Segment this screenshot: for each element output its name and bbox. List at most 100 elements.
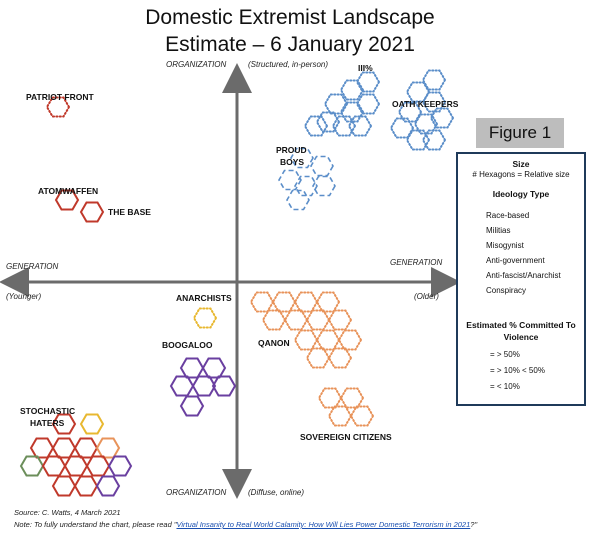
hex-stochastic-haters — [85, 455, 111, 477]
legend-ideology-race: Race-based — [486, 211, 530, 220]
hex-three-percent — [303, 115, 329, 137]
title-line-2: Estimate – 6 January 2021 — [165, 33, 415, 56]
hex-anarchists — [192, 307, 218, 329]
legend-ideology-antifascist: Anti-fascist/Anarchist — [486, 271, 561, 280]
axis-top-sub: (Structured, in-person) — [248, 60, 329, 69]
hex-qanon — [327, 309, 353, 331]
hex-stochastic-haters — [73, 475, 99, 497]
hex-proud-boys — [312, 175, 336, 197]
hex-proud-boys — [286, 189, 310, 211]
legend-box: Size # Hexagons = Relative size Ideology… — [456, 152, 586, 406]
hex-boogaloo — [179, 357, 205, 379]
legend-ideology-militias: Militias — [486, 226, 511, 235]
legend-ideology-conspiracy: Conspiracy — [486, 286, 527, 295]
legend-size-title: Size — [512, 159, 530, 169]
hex-oath-keepers — [421, 129, 447, 151]
hex-stochastic-haters — [51, 413, 77, 435]
hex-qanon — [315, 329, 341, 351]
hex-qanon — [327, 347, 353, 369]
hex-boogaloo — [179, 395, 205, 417]
hex-stochastic-haters — [41, 455, 67, 477]
group-label-boogaloo: BOOGALOO — [162, 340, 213, 350]
hex-sovereign-citizens — [327, 405, 353, 427]
hex-stochastic-haters — [95, 475, 121, 497]
footer-source: Source: C. Watts, 4 March 2021 — [14, 508, 121, 517]
hex-stochastic-haters — [73, 437, 99, 459]
legend-violence-title-2: Violence — [503, 332, 539, 342]
group-label-patriot-front: PATRIOT FRONT — [26, 92, 94, 102]
hex-oath-keepers — [421, 91, 447, 113]
group-label-the-base: THE BASE — [108, 207, 151, 217]
group-label-three-percent: III% — [358, 63, 373, 73]
hex-sovereign-citizens — [349, 405, 375, 427]
hex-three-percent — [355, 93, 381, 115]
hex-qanon — [315, 291, 341, 313]
hex-qanon — [305, 347, 331, 369]
hex-qanon — [305, 309, 331, 331]
hex-stochastic-haters — [95, 437, 121, 459]
hex-stochastic-haters — [79, 413, 105, 435]
footer-note-link[interactable]: Virtual Insanity to Real World Calamity:… — [176, 520, 471, 529]
chart-title: Domestic Extremist Landscape Estimate – … — [0, 4, 580, 58]
axis-left-sub: (Younger) — [6, 292, 42, 301]
hex-qanon — [249, 291, 275, 313]
hex-patriot-front — [45, 96, 71, 118]
legend-ideology-antigov: Anti-government — [486, 256, 545, 265]
group-label-qanon: QANON — [258, 338, 290, 348]
hex-qanon — [293, 291, 319, 313]
hex-stochastic-haters — [63, 455, 89, 477]
hex-three-percent — [339, 101, 365, 123]
hex-proud-boys — [310, 155, 334, 177]
group-label-proud-boys-2: BOYS — [280, 157, 305, 167]
footer-note: Note: To fully understand the chart, ple… — [14, 520, 477, 529]
hex-stochastic-haters — [51, 475, 77, 497]
hex-boogaloo — [211, 375, 237, 397]
hex-boogaloo — [201, 357, 227, 379]
figure-badge: Figure 1 — [476, 118, 564, 148]
hex-stochastic-haters — [19, 455, 45, 477]
hex-oath-keepers — [413, 113, 439, 135]
title-line-1: Domestic Extremist Landscape — [145, 6, 435, 29]
hex-three-percent — [315, 111, 341, 133]
hex-three-percent — [339, 79, 365, 101]
hex-three-percent — [355, 71, 381, 93]
hex-sovereign-citizens — [339, 387, 365, 409]
axis-left-label: GENERATION — [6, 262, 59, 271]
axis-right-label: GENERATION — [390, 258, 443, 267]
hex-proud-boys — [278, 169, 302, 191]
hex-qanon — [283, 309, 309, 331]
hex-stochastic-haters — [29, 437, 55, 459]
group-label-stochastic-1: STOCHASTIC — [20, 406, 76, 416]
hex-qanon — [261, 309, 287, 331]
legend-ideology-misogynist: Misogynist — [486, 241, 524, 250]
group-label-anarchists: ANARCHISTS — [176, 293, 232, 303]
hex-stochastic-haters — [107, 455, 133, 477]
group-label-oath-keepers: OATH KEEPERS — [392, 99, 459, 109]
hex-oath-keepers — [405, 129, 431, 151]
hex-sovereign-citizens — [317, 387, 343, 409]
legend-violence-mid: = > 10% < 50% — [490, 366, 545, 375]
legend-ideology-title: Ideology Type — [492, 189, 550, 199]
footer-note-prefix: Note: To fully understand the chart, ple… — [14, 520, 177, 529]
hex-atomwaffen — [54, 189, 80, 211]
axis-right-sub: (Older) — [414, 292, 439, 301]
group-label-proud-boys-1: PROUD — [276, 145, 307, 155]
hex-three-percent — [331, 115, 357, 137]
axis-top-label: ORGANIZATION — [166, 60, 227, 69]
hex-boogaloo — [191, 375, 217, 397]
hex-oath-keepers — [429, 107, 455, 129]
hex-qanon — [293, 329, 319, 351]
group-label-stochastic-2: HATERS — [30, 418, 65, 428]
hex-boogaloo — [169, 375, 195, 397]
legend-violence-title-1: Estimated % Committed To — [466, 320, 576, 330]
hex-qanon — [337, 329, 363, 351]
axis-bottom-sub: (Diffuse, online) — [248, 488, 305, 497]
hex-qanon — [271, 291, 297, 313]
hex-oath-keepers — [421, 69, 447, 91]
hex-the-base — [79, 201, 105, 223]
hex-proud-boys — [290, 147, 314, 169]
legend-size-text: # Hexagons = Relative size — [472, 170, 570, 179]
hex-three-percent — [323, 93, 349, 115]
hex-stochastic-haters — [51, 437, 77, 459]
hex-proud-boys — [294, 175, 318, 197]
